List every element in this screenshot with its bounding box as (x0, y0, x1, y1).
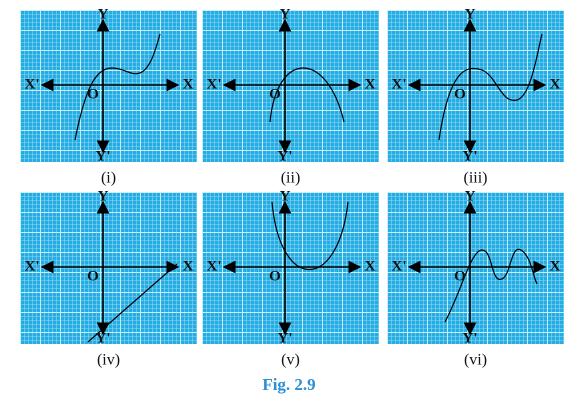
curve (271, 201, 349, 271)
axis-label: X (550, 258, 561, 274)
origin-label: O (454, 86, 466, 102)
axis-label: X' (25, 258, 40, 274)
panel: X' X Y Y' O (vi) (387, 188, 564, 369)
axis-label: X (365, 258, 376, 274)
axis-label: X (365, 76, 376, 92)
panel: X' X Y Y' O (iv) (20, 188, 197, 369)
axis-label: X (183, 76, 194, 92)
curve (74, 33, 161, 141)
curve (444, 248, 538, 323)
axis-label: Y (465, 6, 476, 22)
grid-background (387, 192, 564, 344)
axis-label: X' (207, 76, 222, 92)
grid-background (20, 192, 197, 344)
axis-label: Y' (96, 148, 111, 164)
grid-background (202, 192, 379, 344)
axis-label: Y' (463, 330, 478, 346)
grid-background (20, 10, 197, 162)
panel-caption: (v) (281, 352, 300, 369)
origin-label: O (454, 268, 466, 284)
origin-label: O (87, 268, 99, 284)
panel: X' X Y Y' O (v) (202, 188, 379, 369)
panel: X' X Y Y' O (i) (20, 6, 197, 187)
figure-caption: Fig. 2.9 (262, 375, 315, 394)
panel-caption: (vi) (464, 352, 487, 369)
axis-label: Y (98, 188, 109, 204)
axis-label: Y (465, 188, 476, 204)
axis-label: Y' (96, 330, 111, 346)
axis-label: X (550, 76, 561, 92)
axis-label: Y' (463, 148, 478, 164)
curve (87, 263, 178, 343)
axis-label: X (183, 258, 194, 274)
panel: X' X Y Y' O (iii) (387, 6, 564, 187)
grid-background (202, 10, 379, 162)
curve (438, 33, 543, 141)
axis-label: Y (98, 6, 109, 22)
panel-caption: (iv) (97, 352, 120, 369)
axis-label: Y (280, 188, 291, 204)
axis-label: Y (280, 6, 291, 22)
panel: X' X Y Y' O (ii) (202, 6, 379, 187)
axis-label: X' (392, 76, 407, 92)
axis-label: Y' (278, 148, 293, 164)
panel-caption: (ii) (281, 170, 301, 187)
axis-label: X' (392, 258, 407, 274)
origin-label: O (269, 86, 281, 102)
grid-background (387, 10, 564, 162)
axis-label: Y' (278, 330, 293, 346)
panel-caption: (iii) (464, 170, 488, 187)
axis-label: X' (25, 76, 40, 92)
origin-label: O (269, 268, 281, 284)
panel-caption: (i) (101, 170, 116, 187)
origin-label: O (87, 86, 99, 102)
curve (269, 67, 345, 123)
axis-label: X' (207, 258, 222, 274)
